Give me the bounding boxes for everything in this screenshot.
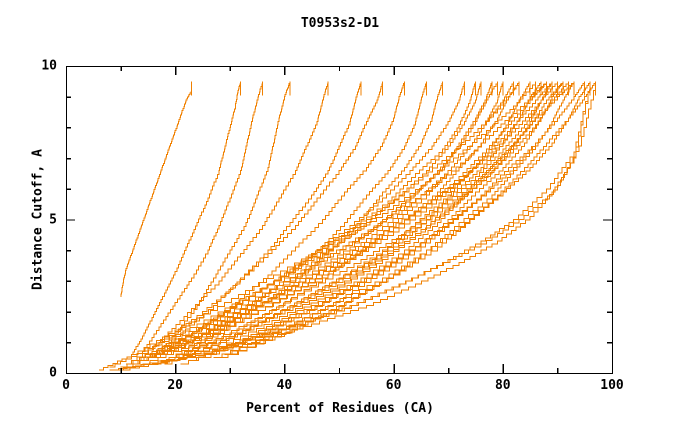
x-tick-label: 100 (600, 378, 624, 393)
data-curve (126, 81, 384, 365)
data-curve (109, 81, 537, 368)
y-tick-label: 0 (49, 365, 57, 381)
data-curve (169, 81, 427, 359)
data-curve (137, 81, 329, 362)
data-curve (158, 81, 520, 356)
data-curves-group (98, 81, 597, 371)
y-tick-label: 10 (41, 58, 57, 74)
data-curve (147, 81, 362, 359)
data-curve (229, 81, 597, 356)
data-curve (142, 81, 264, 352)
data-curve (164, 81, 564, 365)
data-curve (153, 81, 482, 359)
data-curve (120, 81, 193, 297)
x-tick-label: 0 (62, 378, 70, 393)
y-tick-label: 5 (49, 212, 57, 227)
data-curve (153, 81, 291, 359)
data-curve (147, 81, 515, 359)
data-curve (180, 81, 569, 365)
data-curve (98, 81, 520, 371)
data-curve (164, 81, 493, 356)
data-curve (142, 81, 553, 365)
x-tick-label: 20 (167, 378, 184, 393)
data-curve (153, 81, 558, 365)
data-curve (208, 81, 564, 356)
data-curve (224, 81, 586, 356)
axis-frame (65, 65, 614, 375)
x-tick-label: 80 (494, 378, 511, 393)
x-tick-label: 40 (276, 378, 293, 393)
data-curve (131, 81, 242, 356)
x-axis-label: Percent of Residues (CA) (246, 401, 434, 416)
data-curve (131, 81, 547, 365)
page-title: T0953s2-D1 (300, 16, 380, 31)
x-tick-label: 60 (385, 378, 402, 393)
data-curve (126, 81, 558, 368)
data-curve (142, 81, 466, 362)
data-curve (120, 81, 547, 368)
data-curve (191, 81, 575, 362)
